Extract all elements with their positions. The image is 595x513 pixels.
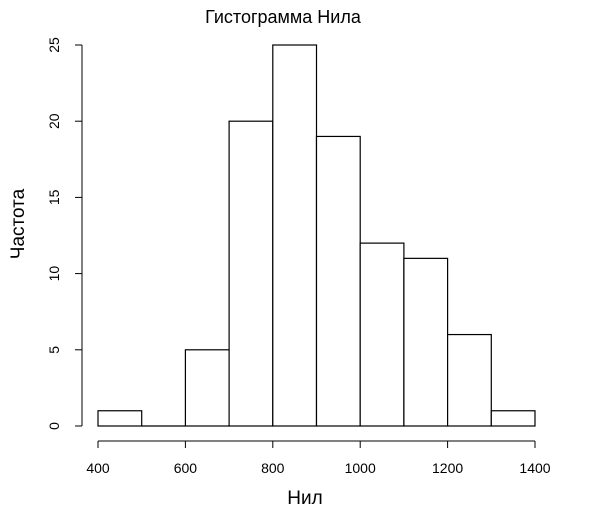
histogram-bar-6 (359, 242, 405, 427)
y-axis-ticks: 0 5 10 15 20 25 (46, 37, 82, 430)
y-tick-label-2: 10 (46, 266, 62, 282)
x-tick-label-4: 1200 (432, 460, 463, 476)
chart-title: Гистограмма Нила (205, 7, 362, 27)
y-tick-label-3: 15 (46, 189, 62, 205)
histogram-bar-7 (403, 257, 449, 427)
bars-layer (97, 44, 536, 427)
x-axis-ticks: 400 600 800 1000 1200 1400 (86, 441, 551, 476)
y-tick-label-5: 25 (46, 37, 62, 53)
x-tick-label-1: 600 (174, 460, 198, 476)
x-tick-label-0: 400 (86, 460, 110, 476)
histogram-bar-3 (228, 120, 274, 427)
x-tick-label-2: 800 (261, 460, 285, 476)
histogram-bar-5 (315, 135, 361, 427)
y-tick-label-1: 5 (46, 346, 62, 354)
histogram-bar-8 (447, 333, 492, 427)
histogram-bar-4 (272, 44, 318, 427)
x-tick-label-3: 1000 (345, 460, 376, 476)
x-axis-label: Нил (287, 488, 322, 508)
y-tick-label-4: 20 (46, 113, 62, 129)
histogram-bar-9 (490, 410, 536, 427)
y-tick-label-0: 0 (46, 422, 62, 430)
histogram-bar-0 (97, 410, 143, 427)
x-tick-label-5: 1400 (519, 460, 550, 476)
histogram-bar-2 (184, 349, 230, 427)
y-axis-label: Частота (8, 188, 29, 259)
